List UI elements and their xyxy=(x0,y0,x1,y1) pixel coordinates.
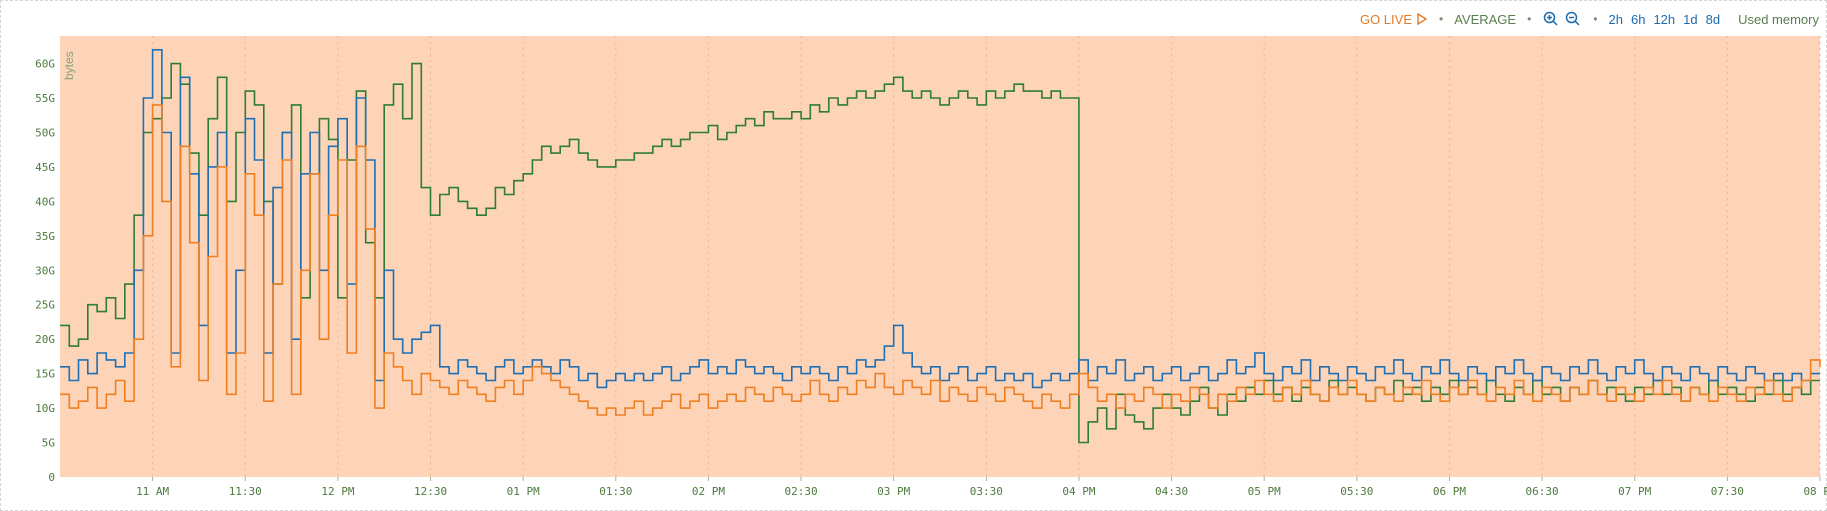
metric-selector[interactable]: Used memory xyxy=(1738,11,1819,27)
y-tick-label: 45G xyxy=(35,161,55,174)
average-button[interactable]: AVERAGE xyxy=(1454,11,1517,27)
time-range-selector: 2h 6h 12h 1d 8d xyxy=(1609,12,1721,27)
y-tick-label: 0 xyxy=(48,471,55,484)
y-tick-label: 40G xyxy=(35,195,55,208)
range-12h-button[interactable]: 12h xyxy=(1653,11,1676,27)
x-tick-label: 01:30 xyxy=(599,485,632,498)
x-tick-label: 03 PM xyxy=(877,485,910,498)
plot-area xyxy=(60,36,1820,477)
x-tick-label: 05 PM xyxy=(1248,485,1281,498)
y-tick-label: 10G xyxy=(35,402,55,415)
chart-toolbar: GO LIVE • AVERAGE • • 2h 6h 12h 1d 8d Us… xyxy=(1360,9,1819,29)
y-tick-label: 60G xyxy=(35,58,55,71)
play-icon xyxy=(1417,13,1428,25)
y-tick-label: 35G xyxy=(35,230,55,243)
x-tick-label: 08 PM xyxy=(1803,485,1827,498)
separator-dot: • xyxy=(1527,12,1532,26)
x-tick-label: 02:30 xyxy=(784,485,817,498)
x-tick-label: 04:30 xyxy=(1155,485,1188,498)
y-tick-label: 55G xyxy=(35,92,55,105)
go-live-label: GO LIVE xyxy=(1359,11,1412,27)
range-6h-button[interactable]: 6h xyxy=(1630,11,1646,27)
x-tick-label: 12 PM xyxy=(321,485,354,498)
x-tick-label: 07:30 xyxy=(1711,485,1744,498)
x-tick-label: 05:30 xyxy=(1340,485,1373,498)
zoom-out-icon[interactable] xyxy=(1564,10,1582,28)
x-tick-label: 04 PM xyxy=(1062,485,1095,498)
series-line-2 xyxy=(60,104,1821,416)
x-tick-label: 06:30 xyxy=(1526,485,1559,498)
separator-dot: • xyxy=(1439,12,1444,26)
x-tick-label: 11 AM xyxy=(136,485,169,498)
y-axis-unit: bytes xyxy=(62,51,76,80)
go-live-button[interactable]: GO LIVE xyxy=(1360,12,1428,27)
range-8d-button[interactable]: 8d xyxy=(1705,11,1721,27)
y-tick-label: 30G xyxy=(35,264,55,277)
y-tick-label: 25G xyxy=(35,299,55,312)
y-tick-label: 20G xyxy=(35,333,55,346)
separator-dot: • xyxy=(1593,12,1598,26)
x-tick-label: 03:30 xyxy=(970,485,1003,498)
y-tick-label: 5G xyxy=(42,437,55,450)
x-tick-label: 12:30 xyxy=(414,485,447,498)
x-tick-label: 02 PM xyxy=(692,485,725,498)
x-tick-label: 11:30 xyxy=(229,485,262,498)
range-2h-button[interactable]: 2h xyxy=(1608,11,1623,27)
x-tick-label: 06 PM xyxy=(1433,485,1466,498)
zoom-in-icon[interactable] xyxy=(1542,10,1560,28)
x-tick-label: 01 PM xyxy=(507,485,540,498)
x-tick-label: 07 PM xyxy=(1618,485,1651,498)
range-1d-button[interactable]: 1d xyxy=(1683,11,1698,27)
y-tick-label: 50G xyxy=(35,126,55,139)
y-tick-label: 15G xyxy=(35,368,55,381)
